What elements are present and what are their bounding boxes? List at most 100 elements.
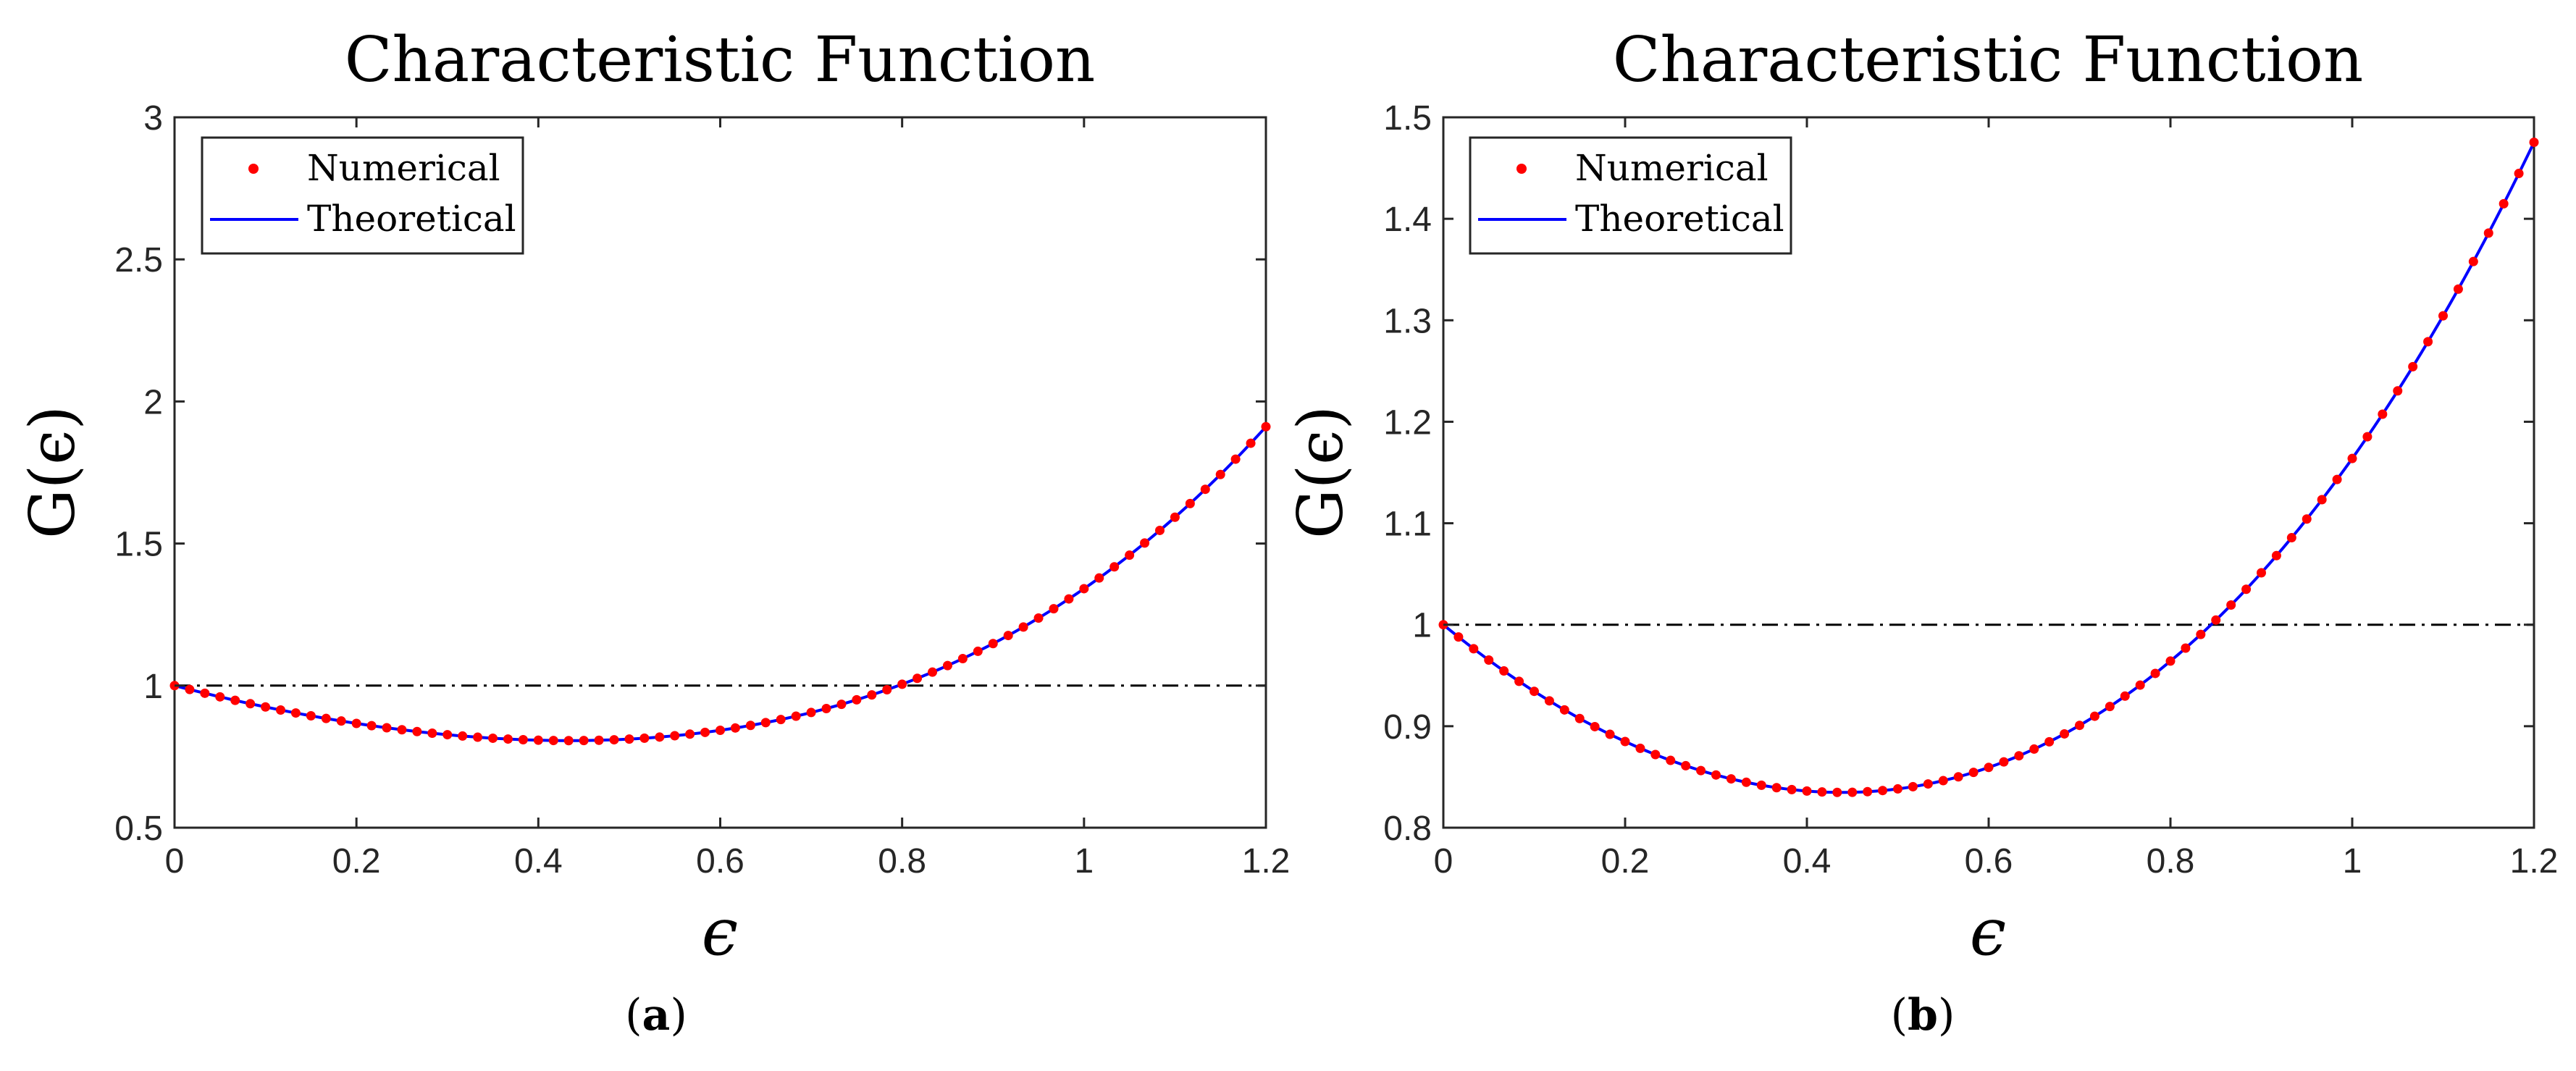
panel-a-numerical-point [1170,512,1180,522]
panel-a-numerical-point [1230,454,1241,464]
panel-b-numerical-point [2499,198,2509,209]
panel-a-y-label: G(ϵ) [17,406,89,539]
panel-a-x-tick-label: 0.8 [878,842,926,881]
panel-b-numerical-point [2241,584,2252,595]
panel-a-numerical-point [412,726,422,736]
panel-b-caption-letter: b [1908,990,1938,1041]
panel-a-numerical-point [563,736,574,746]
panel-a-y-tick-label: 2 [143,383,163,421]
panel-b-numerical-point [1756,780,1766,790]
panel-b-numerical-point [1590,721,1600,731]
panel-b-numerical-point [2438,311,2448,321]
panel-b-numerical-point [2044,736,2055,747]
panel-b-x-label: ϵ [1970,894,2006,970]
panel-b-numerical-point [2362,432,2372,442]
panel-b-x-tick-label: 0.6 [1965,842,2013,881]
panel-a-legend-box [201,136,524,255]
panel-a-numerical-point [760,718,771,728]
panel-b-y-tick-label: 1 [1412,607,1432,645]
panel-a-numerical-point [1018,622,1028,632]
panel-b-numerical-point [2226,600,2236,610]
panel-b-numerical-point [1620,736,1630,747]
panel-b-numerical-point [2135,680,2145,690]
panel-a-numerical-point [290,708,301,718]
panel-a-numerical-point [942,660,952,671]
panel-a-numerical-point [1003,631,1013,641]
panel-a-numerical-point [1246,438,1256,448]
panel-b-legend-numerical-label: Numerical [1575,147,1769,189]
panel-a-numerical-point [458,731,468,741]
panel-a-numerical-point [1261,421,1271,432]
panel-a-numerical-point [533,735,543,745]
panel-b-numerical-point [2408,361,2418,371]
panel-b-numerical-point [1635,743,1645,753]
panel-a-numerical-point [836,700,847,710]
panel-a-numerical-point [351,718,361,728]
panel-b-x-tick-label: 1 [2343,842,2362,881]
panel-b-numerical-point [2060,728,2070,739]
panel-a-numerical-point [1200,484,1210,495]
panel-a-numerical-point [1049,604,1059,614]
panel-b-numerical-point [1999,757,2009,767]
panel-a-numerical-point [579,736,589,746]
panel-b-x-tick-label: 0.2 [1601,842,1650,881]
panel-b-numerical-point [1559,705,1569,715]
panel-b-numerical-point [1923,779,1933,789]
panel-a-x-tick-label: 1.2 [1242,842,1291,881]
panel-b-numerical-point [2423,337,2433,347]
panel-a-x-tick-label: 1 [1074,842,1094,881]
panel-a-numerical-point [306,710,316,721]
panel-b-numerical-point [1771,783,1782,793]
panel-b-numerical-point [2514,169,2524,179]
panel-b-x-tick-label: 1.2 [2510,842,2559,881]
panel-a-numerical-point [427,728,437,739]
panel-b-numerical-point [1802,786,1812,796]
panel-a: Characteristic Function 0 0.2 0.4 0.6 0.8 1 1.… [17,24,1290,1041]
panel-b-numerical-point [2453,284,2463,294]
panel-b-numerical-point [2483,228,2493,238]
panel-b-numerical-point [1484,655,1494,665]
panel-b-numerical-point [1847,787,1858,797]
panel-a-numerical-point [745,721,755,731]
panel-a-numerical-point [928,667,938,677]
panel-a-numerical-point [276,705,286,715]
panel-b-numerical-point [1984,763,1994,773]
panel-b-numerical-point [2014,751,2024,761]
panel-a-numerical-point [988,639,998,649]
panel-a-numerical-point [1215,469,1225,479]
panel-a-y-tick-label: 2.5 [114,241,163,280]
panel-b-numerical-point [1878,786,1888,796]
panel-a-numerical-point [791,711,801,721]
panel-a-y-tick-label: 3 [143,99,163,138]
panel-b-numerical-point [2468,256,2478,266]
panel-b-numerical-points [1438,138,2539,797]
panel-a-caption-letter: a [642,990,671,1041]
panel-b-numerical-point [2286,533,2296,543]
panel-b-numerical-point [2302,514,2312,524]
panel-b-numerical-point [1605,729,1615,739]
panel-a-numerical-point [655,732,665,742]
panel-b-numerical-point [1787,784,1797,794]
panel-b-title: Characteristic Function [1613,24,2364,96]
panel-a-numerical-point [488,733,498,743]
panel-b-numerical-point [1453,632,1464,642]
panel-b-y-tick-label: 1.1 [1383,505,1432,544]
panel-a-numerical-point [185,684,195,694]
panel-b-numerical-point [2181,643,2191,653]
panel-b-numerical-point [2165,656,2176,666]
panel-b-numerical-point [2529,138,2539,147]
panel-b-x-tick-label: 0.8 [2147,842,2195,881]
panel-b-y-tick-label: 1.3 [1383,302,1432,340]
panel-a-numerical-point [473,732,483,742]
panel-a-numerical-point [1125,550,1135,560]
panel-a-x-tick-label: 0.2 [332,842,381,881]
panel-a-numerical-point [821,703,831,713]
panel-b-numerical-point [1469,644,1479,654]
panel-b-y-axis: 0.8 0.9 1 1.1 1.2 1.3 1.4 1.5 [1383,99,2534,848]
panel-b-numerical-point [2332,474,2342,484]
panel-b-numerical-point [2150,668,2160,679]
panel-b-numerical-point [1968,768,1979,778]
panel-a-numerical-point [246,699,256,709]
panel-a-numerical-point [548,736,558,746]
panel-a-numerical-point [700,727,710,737]
